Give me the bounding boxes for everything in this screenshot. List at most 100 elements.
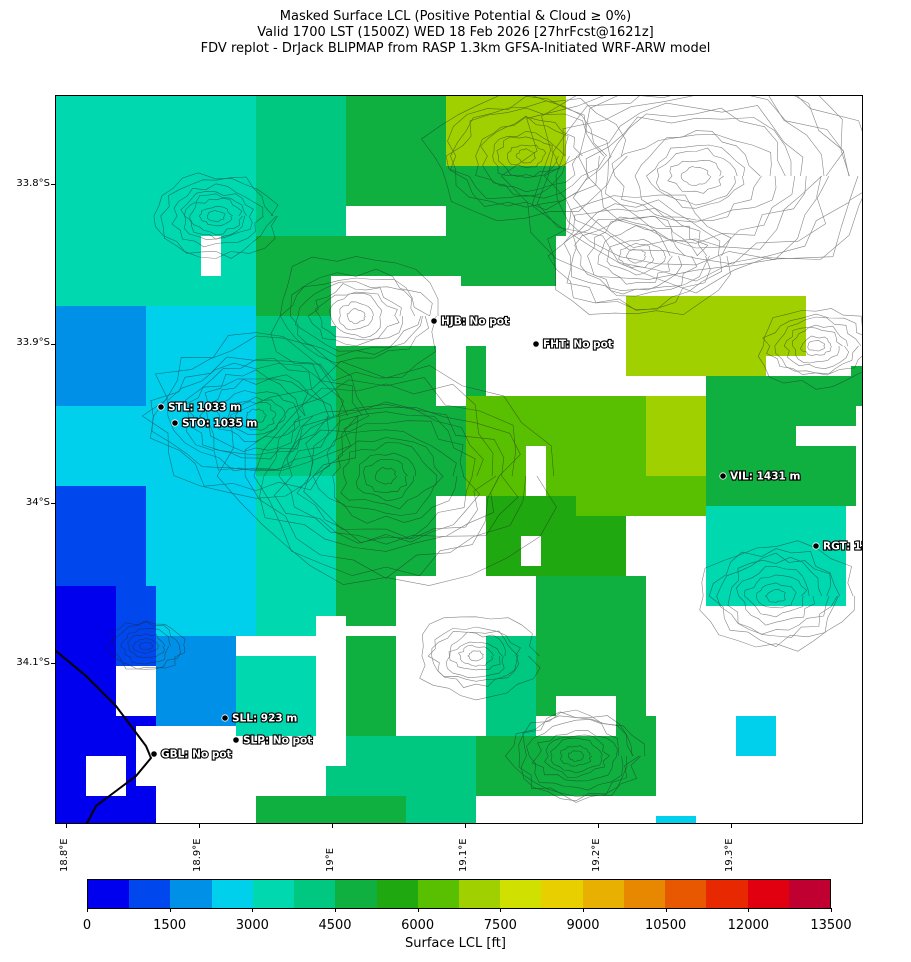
station-marker	[719, 472, 727, 480]
contour-line	[199, 205, 233, 227]
contour-line	[800, 335, 832, 356]
lon-tick	[332, 824, 333, 828]
lcl-cell	[116, 676, 156, 716]
contour-line	[207, 210, 226, 223]
lcl-cell	[156, 96, 256, 186]
colorbar-tick-label: 9000	[566, 918, 600, 933]
chart-title-line-3: FDV replot - DrJack BLIPMAP from RASP 1.…	[200, 41, 711, 56]
colorbar-swatch	[582, 880, 624, 908]
contour-line	[419, 616, 541, 701]
lat-label-34-1: 34.1°S	[16, 657, 50, 668]
colorbar-tick-label: 3000	[235, 918, 269, 933]
lcl-cell	[736, 716, 776, 756]
station-sll: SLL: 923 m	[221, 711, 298, 726]
lcl-cell	[396, 576, 486, 736]
contour-line	[458, 644, 494, 667]
lcl-cell	[526, 446, 546, 496]
lcl-cell	[706, 506, 846, 606]
contour-line	[199, 369, 314, 460]
contour-line	[150, 356, 369, 472]
contour-line	[547, 199, 723, 311]
lat-tick	[51, 344, 55, 345]
station-stl: STL: 1033 m	[157, 400, 242, 415]
contour-line	[634, 130, 762, 222]
contour-line	[332, 437, 444, 516]
lcl-cell	[56, 186, 256, 306]
contour-line	[605, 107, 796, 248]
contour-line	[303, 420, 473, 540]
station-label: SLL: 923 m	[232, 713, 297, 725]
contour-line	[667, 160, 724, 194]
lcl-cell	[796, 426, 856, 446]
contour-line	[445, 107, 605, 199]
lon-label-19-0: 19°E	[325, 847, 336, 872]
contour-line	[531, 729, 618, 782]
contour-line	[708, 548, 841, 648]
lon-label-18-9: 18.9°E	[192, 838, 203, 872]
station-marker	[157, 403, 165, 411]
contour-line	[526, 719, 624, 791]
lon-tick	[199, 824, 200, 828]
contour-line	[138, 641, 154, 650]
contour-line	[259, 407, 521, 552]
contour-line	[531, 96, 862, 294]
station-label: GBL: No pot	[161, 749, 232, 761]
contour-line	[807, 340, 826, 352]
lcl-cell	[146, 306, 256, 436]
contour-line	[216, 360, 557, 586]
contour-line	[585, 116, 807, 244]
contour-line	[246, 408, 267, 424]
contour-line	[563, 207, 711, 311]
colorbar-swatch	[623, 880, 666, 908]
station-label: HJB: No pot	[441, 316, 509, 328]
lat-tick	[51, 184, 55, 185]
lcl-cell	[56, 406, 146, 486]
colorbar-tick	[417, 908, 419, 912]
contour-line	[363, 459, 408, 494]
lon-tick	[66, 824, 67, 828]
contour-line	[618, 242, 655, 269]
lon-label-19-2: 19.2°E	[591, 838, 602, 872]
lon-tick	[598, 824, 599, 828]
lcl-cell	[56, 306, 146, 406]
contour-line	[112, 621, 181, 670]
contour-line	[518, 709, 640, 803]
contour-line	[727, 556, 830, 635]
lat-tick	[51, 503, 55, 504]
lcl-cell	[146, 436, 256, 636]
contour-line	[153, 172, 279, 259]
colorbar-tick-label: 4500	[318, 918, 352, 933]
contour-line	[189, 197, 243, 236]
contour-line	[791, 326, 843, 364]
map-panel: HJB: No pot FHT: No pot STL: 1033 m STO: 10…	[55, 95, 863, 824]
colorbar-tick	[665, 908, 667, 912]
station-marker	[171, 419, 179, 427]
contour-line	[756, 582, 797, 609]
contour-line	[559, 745, 593, 767]
station-label: FHT: No pot	[543, 339, 613, 351]
lon-label-18-8: 18.8°E	[59, 838, 70, 872]
contour-line	[289, 277, 430, 357]
colorbar-tick	[335, 908, 336, 912]
contour-line	[150, 332, 358, 491]
colorbar-tick-label: 10500	[644, 918, 687, 933]
station-markers: HJB: No pot FHT: No pot STL: 1033 m STO: 10…	[150, 314, 862, 762]
contour-line	[680, 166, 712, 186]
colorbar-swatch	[376, 880, 418, 908]
contour-line	[587, 219, 686, 295]
lcl-cell	[816, 246, 862, 366]
contour-line	[338, 301, 374, 331]
colorbar-swatch	[747, 880, 789, 908]
contour-line	[180, 190, 254, 241]
lon-tick	[731, 824, 732, 828]
station-slp: SLP: No pot	[232, 733, 313, 748]
colorbar-swatch	[665, 880, 707, 908]
contour-line	[646, 144, 746, 209]
station-fht: FHT: No pot	[532, 337, 614, 352]
contour-line	[764, 588, 786, 603]
lcl-cell	[776, 716, 862, 823]
contour-line	[355, 452, 416, 502]
lcl-cell	[56, 486, 146, 586]
station-marker	[221, 714, 229, 722]
contour-line	[467, 650, 484, 662]
